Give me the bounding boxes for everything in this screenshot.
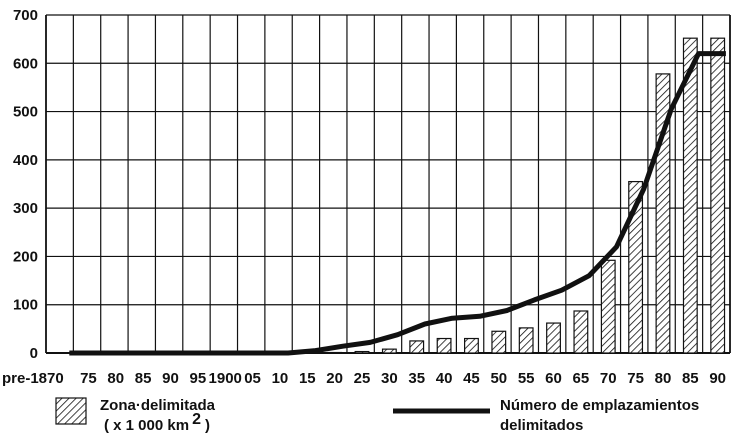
x-tick-label: 90 (709, 370, 726, 387)
legend: Zona·delimitada ( x 1 000 km 2) Número de… (55, 397, 699, 434)
bar-zona-90 (710, 37, 726, 354)
legend-label-emplazamientos-2: delimitados (500, 417, 583, 434)
bar-zona-55 (518, 327, 534, 354)
x-tick-label: pre-1870 (2, 370, 64, 387)
bar-zona-85 (682, 37, 698, 354)
x-tick-labels: pre-1870 75 80 85 90 95 1900 05 10 15 20 25 30 35 40 45… (2, 370, 726, 387)
y-tick-label: 600 (13, 55, 38, 72)
bar-zona-75 (628, 180, 644, 354)
x-tick-label: 95 (190, 370, 207, 387)
legend-label-zona-unit: ( x 1 000 km 2) (104, 411, 210, 434)
x-tick-label: 80 (107, 370, 124, 387)
y-tick-label: 500 (13, 104, 38, 121)
x-tick-label: 10 (272, 370, 289, 387)
bar-zona-30 (381, 348, 397, 354)
x-tick-label: 75 (627, 370, 644, 387)
x-tick-label: 45 (463, 370, 480, 387)
x-tick-label: 40 (436, 370, 453, 387)
bar-zona-40 (436, 337, 452, 354)
bar-zona-25 (354, 350, 370, 354)
x-tick-label: 60 (545, 370, 562, 387)
x-tick-label: 70 (600, 370, 617, 387)
y-tick-labels: 0 100 200 300 400 500 600 700 (13, 7, 38, 362)
x-tick-label: 15 (299, 370, 316, 387)
bar-zona-65 (573, 310, 589, 354)
y-tick-label: 400 (13, 152, 38, 169)
bar-zona-50 (491, 330, 507, 354)
bar-zona-45 (464, 337, 479, 354)
x-tick-label: 55 (518, 370, 535, 387)
bar-zona-70 (600, 259, 616, 354)
y-tick-label: 0 (30, 345, 38, 362)
x-tick-label: 80 (655, 370, 672, 387)
x-tick-label: 30 (381, 370, 398, 387)
grid (45, 14, 731, 354)
bar-zona-60 (546, 322, 561, 354)
x-tick-label: 65 (573, 370, 590, 387)
x-tick-label: 85 (682, 370, 699, 387)
bars (327, 37, 726, 354)
legend-label-emplazamientos: Número de emplazamientos (500, 397, 699, 414)
x-tick-label: 85 (135, 370, 152, 387)
x-tick-label: 05 (244, 370, 261, 387)
legend-swatch-hatched (55, 397, 87, 425)
bar-zona-35 (409, 340, 425, 354)
x-tick-label: 90 (162, 370, 179, 387)
y-tick-label: 200 (13, 248, 38, 265)
x-tick-label: 35 (408, 370, 425, 387)
x-tick-label: 1900 (209, 370, 242, 387)
y-tick-label: 700 (13, 7, 38, 24)
x-tick-label: 75 (80, 370, 97, 387)
y-tick-label: 300 (13, 200, 38, 217)
x-tick-label: 20 (326, 370, 343, 387)
series-line-emplazamientos (69, 51, 726, 356)
y-tick-label: 100 (13, 297, 38, 314)
legend-label-zona: Zona·delimitada (100, 397, 216, 414)
x-tick-label: 50 (490, 370, 507, 387)
x-tick-label: 25 (354, 370, 371, 387)
